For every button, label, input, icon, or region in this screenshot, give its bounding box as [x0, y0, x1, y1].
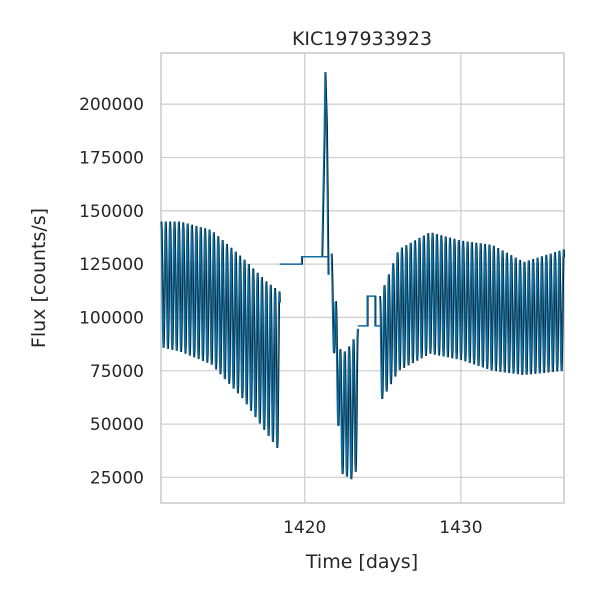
flux-series-line — [330, 253, 359, 480]
raw-series-line — [161, 221, 281, 449]
flux-series-line — [321, 72, 329, 275]
raw-series-line — [331, 253, 359, 480]
x-axis-label: Time [days] — [305, 551, 418, 573]
y-tick-labels: 25000 50000 75000 100000 125000 150000 175000 2… — [79, 95, 144, 488]
y-tick-label: 175000 — [79, 149, 144, 169]
y-tick-label: 75000 — [90, 362, 144, 382]
raw-series-line — [379, 232, 566, 400]
raw-series-line — [358, 295, 381, 327]
flux-series-line — [357, 295, 380, 327]
chart-title: KIC197933923 — [292, 28, 432, 50]
x-tick-labels: 1420 1430 — [283, 518, 482, 538]
y-axis-label: Flux [counts/s] — [28, 208, 50, 348]
flux-series-line — [378, 232, 565, 400]
series-layer — [160, 72, 566, 480]
y-tick-label: 200000 — [79, 95, 144, 115]
x-tick-label: 1430 — [439, 518, 482, 538]
raw-series-line — [322, 72, 330, 275]
raw-series-line — [280, 256, 328, 265]
y-tick-label: 125000 — [79, 255, 144, 275]
y-tick-label: 50000 — [90, 415, 144, 435]
flux-series-line — [160, 221, 281, 449]
x-tick-label: 1420 — [283, 518, 326, 538]
flux-series-line — [279, 255, 327, 265]
y-tick-label: 100000 — [79, 308, 144, 328]
y-tick-label: 150000 — [79, 202, 144, 222]
y-tick-label: 25000 — [90, 468, 144, 488]
